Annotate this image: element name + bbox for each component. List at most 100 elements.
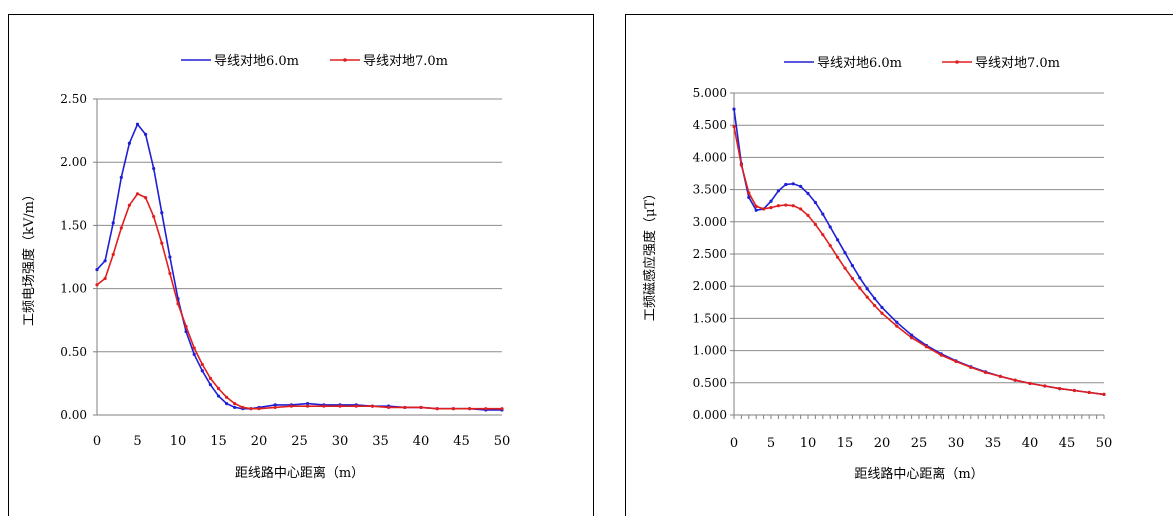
series-1-point	[403, 405, 407, 410]
y-tick-label: 2.50	[60, 92, 87, 106]
x-tick-label: 10	[170, 434, 187, 449]
series-0-point	[135, 122, 140, 126]
series-0-point	[776, 189, 780, 193]
series-1-point	[435, 407, 439, 411]
series-1-point	[135, 192, 140, 196]
x-tick-label: 10	[800, 436, 817, 451]
y-tick-label: 0.000	[693, 408, 727, 422]
chart-panel-magnetic-field: 0.000 0.500 1.000 1.500 2.000 2.500 3.000 3.500…	[625, 14, 1173, 516]
y-tick-label: 4.500	[693, 118, 727, 132]
series-0-point	[103, 259, 107, 263]
series-1-point	[111, 252, 115, 257]
series-0-point	[910, 333, 914, 337]
series-1-point	[103, 276, 107, 281]
x-axis-label: 距线路中心距离（m）	[235, 465, 364, 481]
legend-label-1: 导线对地7.0m	[363, 54, 448, 69]
series-1-point	[828, 244, 832, 248]
series-1-point	[249, 407, 253, 411]
series-1-point	[969, 365, 973, 369]
series-1-point	[739, 163, 743, 167]
series-1-point	[776, 204, 780, 208]
series-0-point	[152, 166, 156, 171]
series-1-point	[1028, 381, 1032, 386]
series-0-point	[843, 251, 847, 255]
magnetic-field-chart-svg: 0.000 0.500 1.000 1.500 2.000 2.500 3.000 3.500…	[642, 56, 1112, 482]
series-0-point	[813, 200, 817, 205]
series-1-point	[791, 204, 795, 208]
x-tick-label: 35	[985, 436, 1002, 451]
legend-label-1: 导线对地7.0m	[975, 56, 1060, 71]
series-1-point	[910, 336, 914, 340]
series-1-point	[939, 353, 943, 357]
series-0-point	[799, 184, 803, 188]
series-0-point	[895, 320, 899, 324]
series-1-point	[754, 204, 758, 208]
series-0-point	[850, 263, 854, 268]
series-1-point	[208, 376, 212, 380]
x-tick-label: 15	[837, 436, 854, 451]
series-line-0	[96, 122, 502, 411]
series-1-point	[306, 404, 310, 408]
series-line-1	[733, 126, 1105, 396]
series-1-point	[289, 404, 293, 408]
series-0-point	[754, 208, 758, 212]
series-1-point	[813, 222, 817, 226]
series-0-point	[873, 296, 877, 301]
series-1-point	[370, 404, 374, 408]
y-tick-label: 5.000	[693, 86, 727, 100]
y-axis-label: 工频磁感应强度（μT）	[642, 187, 658, 321]
series-1-point	[784, 203, 788, 207]
series-0-point	[233, 405, 237, 410]
series-1-point	[192, 346, 196, 350]
y-tick-label: 1.00	[60, 282, 87, 296]
x-tick-label: 5	[133, 434, 141, 449]
series-1-point	[241, 405, 245, 410]
series-0-point	[144, 132, 148, 136]
series-0-point	[200, 369, 204, 373]
series-1-point	[843, 266, 847, 270]
series-0-point	[880, 305, 884, 310]
series-1-point	[747, 191, 751, 195]
series-1-point	[184, 324, 188, 329]
series-1-point	[484, 407, 488, 411]
series-1-point	[821, 233, 825, 237]
series-1-point	[762, 207, 766, 211]
series-0-point	[208, 383, 212, 387]
series-1-point	[95, 283, 99, 287]
x-tick-label: 50	[494, 434, 511, 449]
series-1-point	[322, 404, 326, 408]
series-1-point	[1087, 390, 1091, 395]
x-tick-label: 20	[874, 436, 891, 451]
series-1-point	[984, 370, 988, 375]
y-tick-label: 4.000	[693, 150, 727, 164]
series-0-point	[791, 182, 795, 186]
x-tick-label: 30	[332, 434, 349, 449]
series-1-point	[152, 214, 156, 219]
series-1-point	[880, 311, 884, 315]
series-0-point	[168, 255, 172, 259]
series-1-point	[1013, 378, 1017, 382]
legend-label-0: 导线对地6.0m	[817, 56, 902, 71]
series-0-point	[747, 195, 751, 199]
series-1-point	[895, 324, 899, 328]
series-1-point	[850, 276, 854, 281]
series-0-point	[111, 221, 115, 225]
chart-panel-electric-field: 0.00 0.50 1.00 1.50 2.00 2.50 0 5 10 15 20 25 30 35 40…	[8, 14, 594, 516]
x-tick-label: 40	[413, 434, 430, 449]
y-tick-label: 2.500	[693, 247, 727, 261]
x-tick-label: 45	[453, 434, 470, 449]
series-1-point	[144, 195, 148, 200]
series-0-point	[160, 211, 164, 215]
series-0-point	[821, 212, 825, 216]
y-tick-label: 1.500	[693, 311, 727, 325]
series-0-point	[769, 199, 773, 203]
series-1-point	[858, 286, 862, 290]
y-tick-label: 0.00	[60, 408, 87, 422]
series-1-point	[865, 295, 869, 299]
x-tick-label: 5	[767, 436, 775, 451]
series-1-point	[354, 404, 358, 408]
series-0-point	[225, 402, 229, 406]
series-0-point	[95, 268, 99, 272]
y-tick-label: 2.000	[693, 279, 727, 293]
y-tick-label: 1.000	[693, 344, 727, 358]
